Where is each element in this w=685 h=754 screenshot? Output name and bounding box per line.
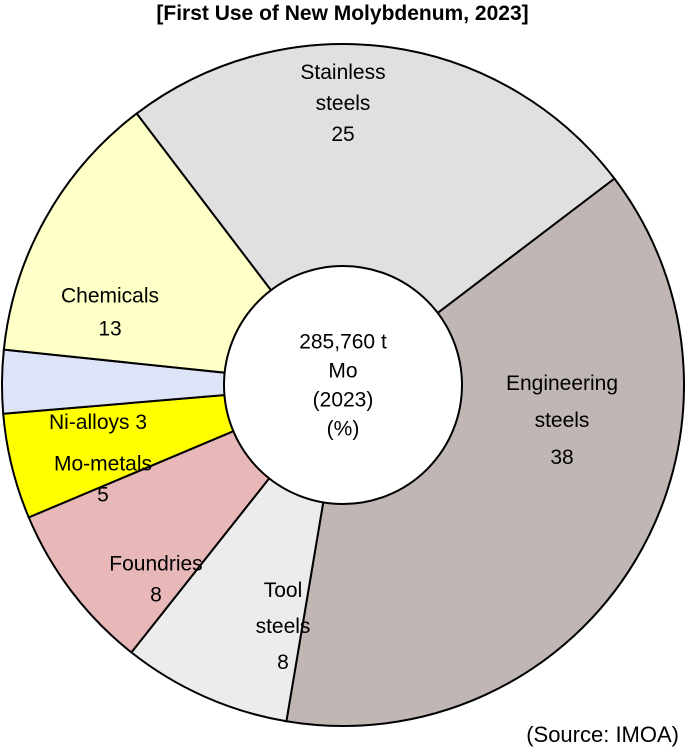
slice-label: Chemicals 13 (61, 285, 159, 341)
slice-label: Stainless steels 25 (300, 61, 385, 146)
slice-label-line: Ni-alloys 3 (49, 411, 147, 434)
slice-label-line: Chemicals (61, 285, 159, 308)
slice-label-line: 8 (150, 584, 162, 607)
slice-label-line: 38 (550, 446, 573, 469)
slice-label-line: Stainless (300, 61, 385, 84)
center-hole (223, 265, 463, 505)
slice-label-line: steels (535, 409, 590, 432)
slice-label-line: 5 (97, 484, 109, 507)
slice-label-line: Mo-metals (54, 453, 152, 476)
slice-label: Foundries 8 (109, 553, 202, 607)
slice-label-line: 13 (98, 318, 121, 341)
slice-label-line: 25 (331, 123, 354, 146)
slice-label: Tool steels 8 (256, 579, 311, 674)
slice-label: Mo-metals 5 (54, 453, 152, 507)
source-note: (Source: IMOA) (526, 722, 679, 747)
chart-title: [First Use of New Molybdenum, 2023] (156, 2, 529, 25)
slice-label: Engineering steels 38 (506, 372, 618, 469)
center-label-line: (2023) (313, 389, 374, 412)
slice-label-line: Tool (264, 579, 303, 602)
slice-label-line: steels (316, 92, 371, 115)
pie-slice (285, 177, 685, 727)
slice-label-line: Engineering (506, 372, 618, 395)
slice-label-line: steels (256, 615, 311, 638)
pie-slice (135, 43, 616, 387)
center-label: 285,760 t Mo (2023) (%) (299, 331, 387, 441)
slice-label: Ni-alloys 3 (49, 411, 147, 434)
center-label-line: 285,760 t (299, 331, 387, 354)
slice-label-line: Foundries (109, 553, 202, 576)
center-label-line: Mo (328, 360, 357, 383)
slice-label-line: 8 (277, 651, 289, 674)
labels-layer: Stainless steels 25 Engineering steels 38 Tool… (49, 61, 618, 674)
center-label-line: (%) (327, 418, 360, 441)
